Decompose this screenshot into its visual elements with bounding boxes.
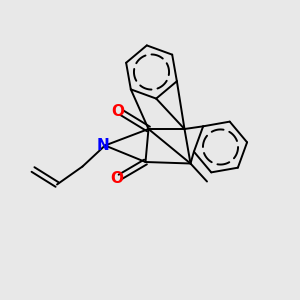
Text: O: O (111, 103, 124, 118)
Text: N: N (97, 138, 110, 153)
Text: O: O (110, 171, 123, 186)
